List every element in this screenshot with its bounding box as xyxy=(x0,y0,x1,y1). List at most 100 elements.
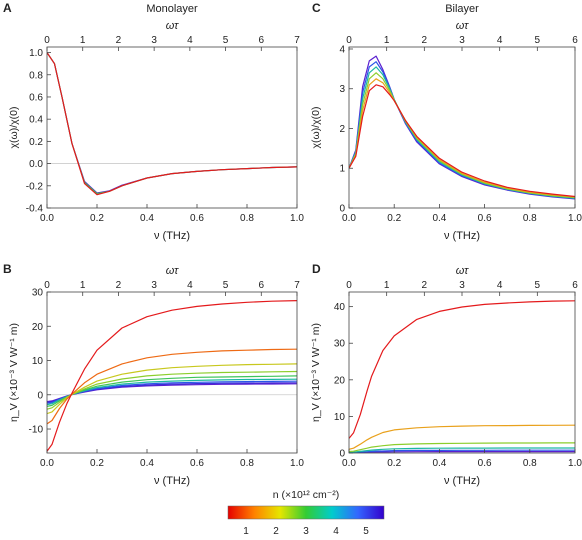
series-line xyxy=(349,72,575,199)
x-tick-label: 0.0 xyxy=(342,213,356,224)
x-axis-label: ν (THz) xyxy=(444,475,480,487)
y-tick-label: 1.0 xyxy=(29,48,43,59)
series-line xyxy=(349,84,575,198)
y-tick-label: 0 xyxy=(37,390,43,401)
top-axis-label: ωτ xyxy=(166,20,179,32)
series-line xyxy=(47,300,297,452)
x-tick-label: 0.6 xyxy=(190,458,204,469)
top-tick-label: 2 xyxy=(116,280,122,291)
top-tick-label: 6 xyxy=(259,35,265,46)
panel-title: Bilayer xyxy=(445,3,479,15)
top-tick-label: 3 xyxy=(459,280,465,291)
panel-letter: A xyxy=(3,1,12,15)
y-tick-label: 0.6 xyxy=(29,92,43,103)
top-tick-label: 0 xyxy=(44,35,50,46)
x-tick-label: 0.2 xyxy=(387,458,401,469)
top-tick-label: 0 xyxy=(346,35,352,46)
top-tick-label: 1 xyxy=(384,280,390,291)
y-axis-label: η_V (×10⁻³ V W⁻¹ m) xyxy=(8,323,20,422)
y-axis-label: η_V (×10⁻³ V W⁻¹ m) xyxy=(310,323,322,422)
colorbar-tick-label: 3 xyxy=(303,526,309,537)
top-tick-label: 3 xyxy=(459,35,465,46)
x-tick-label: 0.0 xyxy=(342,458,356,469)
panel-B: B 0.0 0.2 0.4 0.6 0.8 1.0 ν (THz) 0 1 2 3 4 5 6 7 ωτ -10 0… xyxy=(3,262,304,487)
y-tick-label: 40 xyxy=(334,302,346,313)
y-tick-label: 0.8 xyxy=(29,70,43,81)
x-axis-label: ν (THz) xyxy=(154,230,190,242)
y-tick-label: 10 xyxy=(334,412,346,423)
x-tick-label: 0.8 xyxy=(523,213,537,224)
top-axis-label: ωτ xyxy=(456,265,469,277)
top-tick-label: 6 xyxy=(259,280,265,291)
x-tick-label: 0.6 xyxy=(190,213,204,224)
top-tick-label: 5 xyxy=(535,35,541,46)
series-group xyxy=(349,55,575,200)
series-line xyxy=(47,52,297,196)
y-tick-label: 0.0 xyxy=(29,159,43,170)
series-line xyxy=(47,52,297,194)
series-group xyxy=(47,300,297,452)
y-tick-label: -10 xyxy=(29,425,44,436)
x-axis-label: ν (THz) xyxy=(444,230,480,242)
series-line xyxy=(349,442,575,453)
top-tick-label: 1 xyxy=(80,280,86,291)
x-tick-label: 0.8 xyxy=(523,458,537,469)
y-tick-label: 1 xyxy=(339,164,345,175)
y-tick-label: 30 xyxy=(334,339,346,350)
panel-letter: B xyxy=(3,262,12,276)
series-group xyxy=(349,300,575,453)
top-tick-label: 7 xyxy=(294,35,300,46)
series-line xyxy=(47,378,297,406)
series-line xyxy=(349,78,575,198)
series-line xyxy=(47,370,297,410)
panel-letter: C xyxy=(312,1,321,15)
x-tick-label: 0.2 xyxy=(387,213,401,224)
top-axis-label: ωτ xyxy=(456,20,469,32)
colorbar-label: n (×10¹² cm⁻²) xyxy=(273,489,340,501)
top-tick-label: 0 xyxy=(346,280,352,291)
top-tick-label: 5 xyxy=(223,280,229,291)
top-tick-label: 5 xyxy=(535,280,541,291)
x-axis-label: ν (THz) xyxy=(154,475,190,487)
top-tick-label: 5 xyxy=(223,35,229,46)
x-tick-label: 0.0 xyxy=(40,213,54,224)
top-tick-label: 2 xyxy=(422,35,428,46)
x-tick-label: 1.0 xyxy=(568,213,582,224)
x-tick-label: 1.0 xyxy=(568,458,582,469)
x-tick-label: 0.8 xyxy=(240,458,254,469)
y-tick-label: 0.4 xyxy=(29,115,43,126)
top-tick-label: 1 xyxy=(80,35,86,46)
series-line xyxy=(47,52,297,195)
series-line xyxy=(349,424,575,450)
top-tick-label: 2 xyxy=(116,35,122,46)
top-tick-label: 4 xyxy=(187,280,193,291)
y-tick-label: 20 xyxy=(32,322,44,333)
top-tick-label: 0 xyxy=(44,280,50,291)
top-tick-label: 7 xyxy=(294,280,300,291)
top-tick-label: 4 xyxy=(497,35,503,46)
y-axis-label: χ(ω)/χ(0) xyxy=(310,107,322,149)
plot-frame xyxy=(46,291,298,454)
top-tick-label: 3 xyxy=(151,35,157,46)
top-axis-label: ωτ xyxy=(166,265,179,277)
y-tick-label: 30 xyxy=(32,288,44,299)
y-axis-label: χ(ω)/χ(0) xyxy=(8,107,20,149)
colorbar-tick-label: 1 xyxy=(243,526,249,537)
y-tick-label: 0 xyxy=(339,449,345,460)
panel-title: Monolayer xyxy=(146,3,198,15)
colorbar-bar xyxy=(227,505,385,520)
x-tick-label: 0.0 xyxy=(40,458,54,469)
x-tick-label: 0.4 xyxy=(140,213,154,224)
x-tick-label: 0.6 xyxy=(478,213,492,224)
top-tick-label: 3 xyxy=(151,280,157,291)
panel-C: C Bilayer 0.0 0.2 0.4 0.6 0.8 1.0 ν (THz) 0 1 2 3 4 5 6… xyxy=(310,1,582,242)
y-tick-label: 2 xyxy=(339,124,345,135)
plot-frame xyxy=(348,291,576,454)
plot-frame xyxy=(46,46,298,209)
x-tick-label: 0.4 xyxy=(432,213,446,224)
series-line xyxy=(349,449,575,453)
x-tick-label: 0.4 xyxy=(140,458,154,469)
series-line xyxy=(47,363,297,415)
x-tick-label: 0.2 xyxy=(90,458,104,469)
